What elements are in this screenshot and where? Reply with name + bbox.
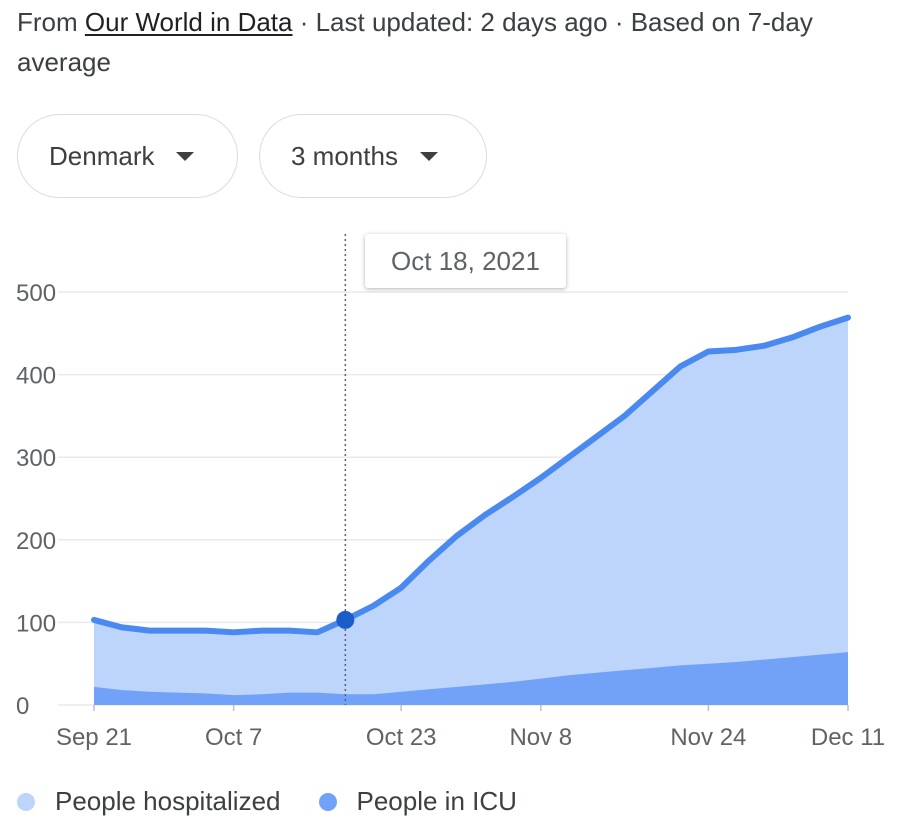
legend-dot-icu [318,792,337,811]
chevron-down-icon [419,151,438,161]
date-tooltip: Oct 18, 2021 [365,234,566,288]
source-link[interactable]: Our World in Data [84,7,293,37]
y-tick-label: 300 [16,445,56,472]
y-tick-label: 500 [16,280,56,307]
legend-item-icu: People in ICU [318,786,517,817]
y-tick-label: 0 [16,693,29,720]
country-dropdown-label: Denmark [49,140,155,171]
x-tick-label: Nov 8 [509,724,572,751]
x-tick-label: Dec 11 [811,724,885,751]
range-dropdown-label: 3 months [291,140,398,171]
source-attribution: From Our World in Data · Last updated: 2… [17,2,877,82]
hospitalized-line [91,314,851,636]
hospitalization-chart[interactable]: 0 100 200 300 400 500 Sep 21 Oct 7 Oct 23 Nov 8 No… [0,220,899,760]
x-tick-label: Oct 23 [366,724,437,751]
x-tick-label: Oct 7 [205,724,262,751]
highlight-point [336,610,355,629]
x-tick-label: Sep 21 [56,724,132,751]
range-dropdown[interactable]: 3 months [259,114,487,198]
icu-area [94,652,848,705]
y-tick-label: 400 [16,363,56,390]
legend-label-icu: People in ICU [356,786,517,816]
chevron-down-icon [176,151,195,161]
legend-item-hospitalized: People hospitalized [17,786,281,817]
legend-label-hospitalized: People hospitalized [55,786,281,816]
y-tick-label: 200 [16,528,56,555]
hospitalized-area [94,317,848,705]
tooltip-date: Oct 18, 2021 [391,245,540,276]
source-suffix: · Last updated: 2 days ago · Based on 7-… [17,7,813,77]
chart-legend: People hospitalized People in ICU [17,786,555,817]
y-tick-label: 100 [16,610,56,637]
x-tick-label: Nov 24 [670,724,746,751]
legend-dot-hospitalized [17,792,35,811]
source-prefix: From [17,7,85,37]
country-dropdown[interactable]: Denmark [17,114,238,198]
